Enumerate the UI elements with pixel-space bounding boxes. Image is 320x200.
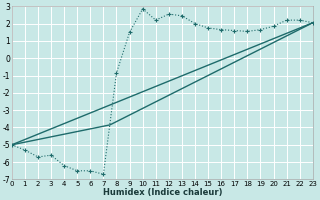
X-axis label: Humidex (Indice chaleur): Humidex (Indice chaleur) <box>102 188 222 197</box>
